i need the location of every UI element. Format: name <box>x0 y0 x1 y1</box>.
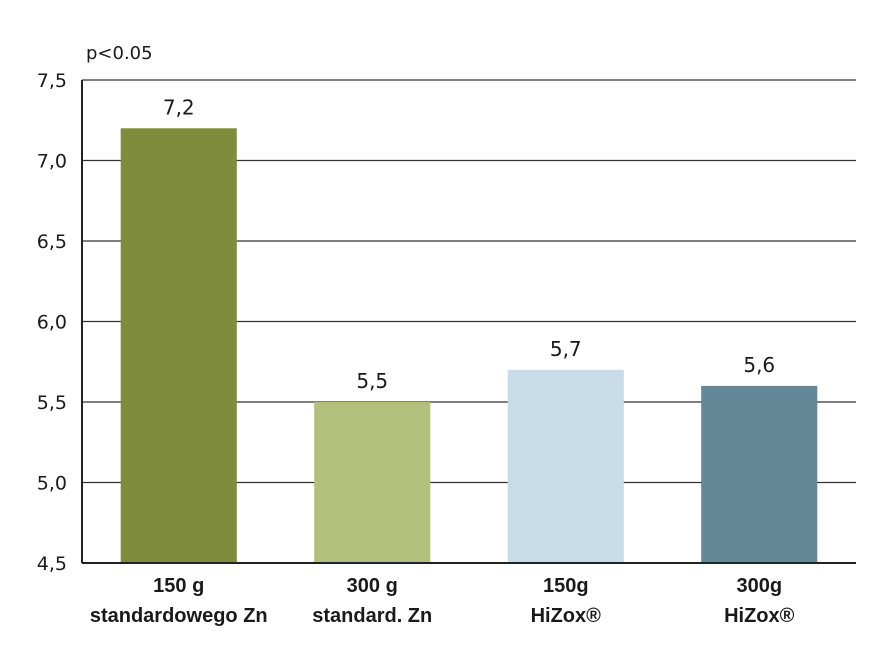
x-tick-label: standardowego Zn <box>90 605 268 627</box>
y-axis-ticks: 4,5 5,0 5,5 6,0 6,5 7,0 7,5 <box>37 70 67 575</box>
significance-annotation: p<0.05 <box>86 43 153 64</box>
data-label: 5,7 <box>550 337 582 361</box>
y-tick-label: 6,0 <box>37 312 67 334</box>
bar <box>120 128 237 564</box>
x-tick-label: 300 g <box>347 575 398 597</box>
x-tick-label: 150g <box>543 575 589 597</box>
y-tick-label: 7,5 <box>37 70 67 92</box>
y-tick-label: 4,5 <box>37 553 67 575</box>
data-label: 7,2 <box>163 95 195 119</box>
category-labels: 150 g standardowego Zn 300 g standard. Zn 15… <box>90 575 795 627</box>
data-label: 5,6 <box>743 353 775 377</box>
y-tick-label: 6,5 <box>37 231 67 253</box>
bar <box>701 385 818 563</box>
bars <box>120 128 818 564</box>
y-tick-label: 5,0 <box>37 473 67 495</box>
x-tick-label: standard. Zn <box>312 605 432 627</box>
bar <box>507 369 624 563</box>
x-tick-label: HiZox® <box>531 605 602 627</box>
y-tick-label: 7,0 <box>37 151 67 173</box>
y-tick-label: 5,5 <box>37 392 67 414</box>
x-tick-label: 150 g <box>153 575 204 597</box>
x-tick-label: 300g <box>736 575 782 597</box>
bar <box>314 402 431 563</box>
value-labels: 7,2 5,5 5,7 5,6 <box>163 95 775 393</box>
data-label: 5,5 <box>356 369 388 393</box>
x-tick-label: HiZox® <box>724 605 795 627</box>
